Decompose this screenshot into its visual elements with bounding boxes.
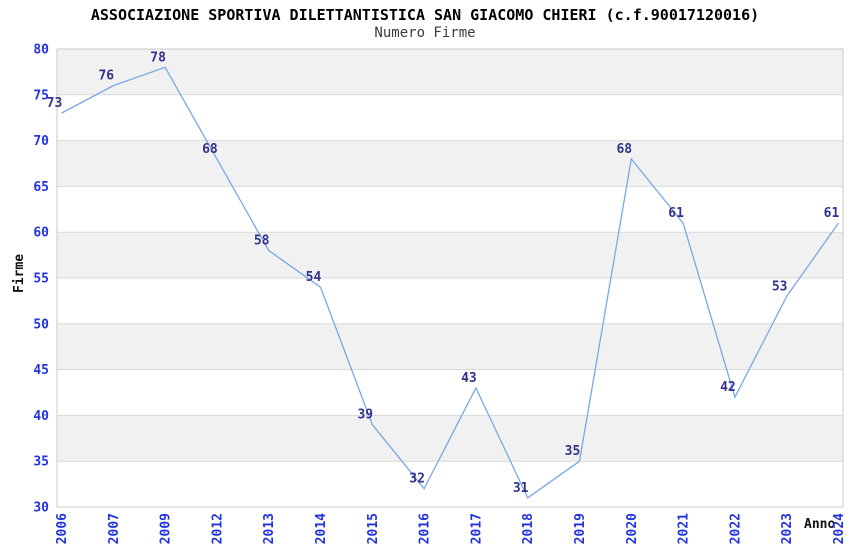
y-tick-label: 45 xyxy=(33,363,49,378)
data-point-label: 58 xyxy=(254,234,270,249)
x-tick-label: 2007 xyxy=(107,513,122,544)
y-tick-label: 55 xyxy=(33,272,49,287)
data-point-label: 68 xyxy=(616,142,632,157)
x-tick-label: 2020 xyxy=(625,513,640,544)
data-point-label: 53 xyxy=(772,279,788,294)
x-tick-label: 2024 xyxy=(832,513,847,544)
x-tick-label: 2021 xyxy=(677,513,692,544)
y-tick-label: 50 xyxy=(33,317,49,332)
data-point-label: 61 xyxy=(668,206,684,221)
y-tick-label: 40 xyxy=(33,409,49,424)
x-tick-label: 2006 xyxy=(55,513,70,544)
y-tick-label: 60 xyxy=(33,226,49,241)
data-point-label: 78 xyxy=(150,50,166,65)
data-point-label: 61 xyxy=(824,206,840,221)
x-tick-label: 2014 xyxy=(314,513,329,544)
y-tick-label: 70 xyxy=(33,134,49,149)
x-tick-label: 2023 xyxy=(780,513,795,544)
data-point-label: 42 xyxy=(720,380,736,395)
data-point-label: 68 xyxy=(202,142,218,157)
x-axis-title: Anno xyxy=(804,517,836,532)
data-point-label: 54 xyxy=(306,270,322,285)
x-tick-label: 2015 xyxy=(366,513,381,544)
data-point-label: 32 xyxy=(409,472,425,487)
data-point-label: 76 xyxy=(98,69,114,84)
data-line xyxy=(61,66,840,499)
x-tick-label: 2009 xyxy=(159,513,174,544)
y-tick-label: 65 xyxy=(33,180,49,195)
plot-border xyxy=(56,48,844,508)
chart-title: ASSOCIAZIONE SPORTIVA DILETTANTISTICA SA… xyxy=(90,6,760,24)
y-tick-label: 75 xyxy=(33,88,49,103)
grid-band xyxy=(57,323,843,370)
chart-subtitle: Numero Firme xyxy=(374,25,476,41)
y-tick-label: 80 xyxy=(33,43,49,58)
x-tick-label: 2012 xyxy=(210,513,225,544)
x-tick-label: 2013 xyxy=(262,513,277,544)
data-point-label: 35 xyxy=(565,444,581,459)
x-tick-label: 2019 xyxy=(573,513,588,544)
x-tick-label: 2017 xyxy=(469,513,484,544)
data-point-label: 31 xyxy=(513,481,529,496)
data-point-label: 43 xyxy=(461,371,477,386)
grid-band xyxy=(57,232,843,278)
grid-band xyxy=(57,140,843,187)
x-tick-label: 2022 xyxy=(728,513,743,544)
y-tick-label: 30 xyxy=(33,501,49,516)
grid-band xyxy=(57,49,843,95)
data-point-label: 73 xyxy=(47,96,63,111)
x-tick-label: 2016 xyxy=(418,513,433,544)
y-tick-label: 35 xyxy=(33,455,49,470)
x-tick-label: 2018 xyxy=(521,513,536,544)
data-point-label: 39 xyxy=(357,408,373,423)
